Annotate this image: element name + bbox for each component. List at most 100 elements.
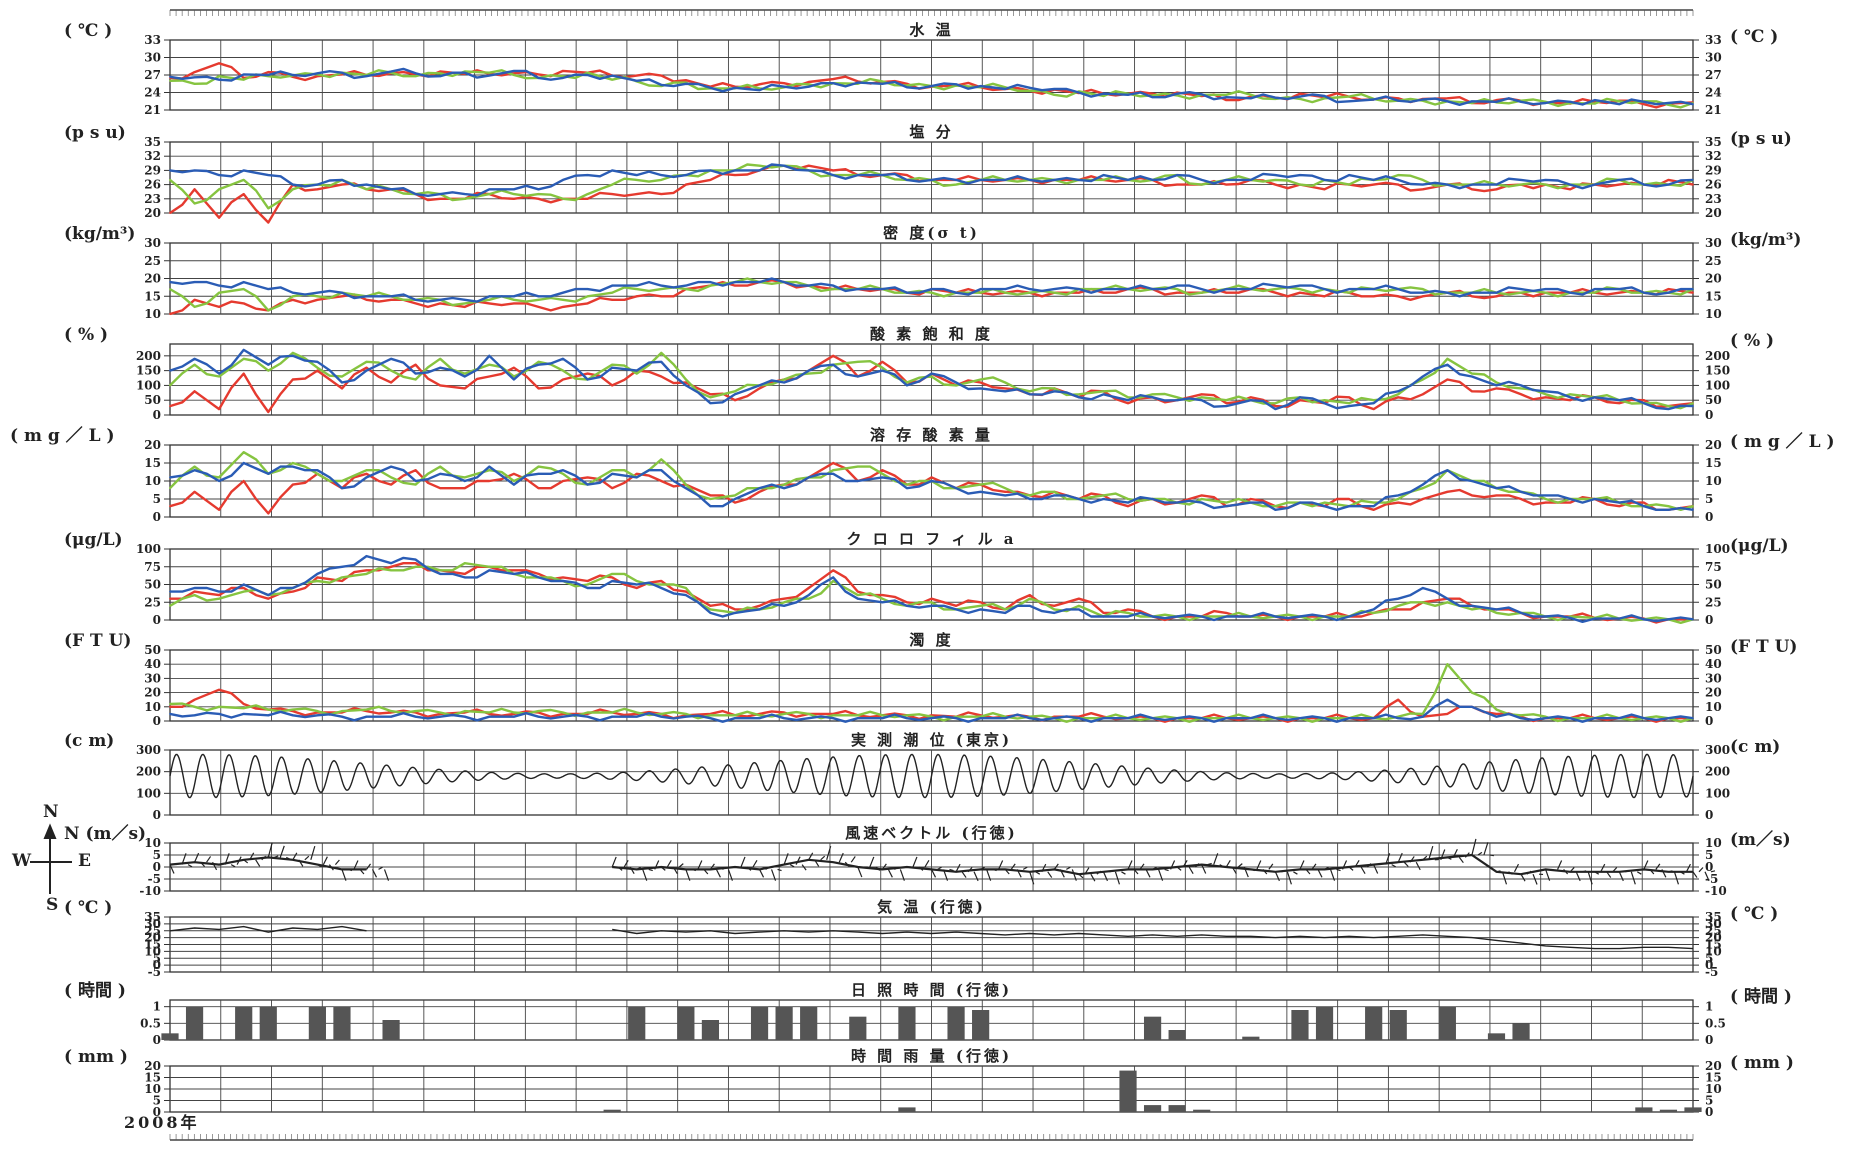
bar-rainfall (1660, 1110, 1677, 1112)
left-tick-label: 0 (153, 408, 161, 422)
data-point-chlorophyll_a-station_3 (906, 605, 908, 607)
wind-vector-stick (1293, 872, 1297, 874)
data-point-density-station_1 (1275, 292, 1277, 294)
data-point-salinity-station_1 (1471, 188, 1473, 190)
data-point-water_temp-station_1 (1225, 99, 1227, 101)
data-point-chlorophyll_a-station_2 (611, 573, 613, 575)
data-point-turbidity-station_2 (488, 712, 490, 714)
data-point-do_saturation-station_1 (316, 370, 318, 372)
data-point-density-station_1 (464, 306, 466, 308)
data-point-do_saturation-station_2 (488, 364, 490, 366)
data-point-density-station_3 (488, 295, 490, 297)
data-point-do_saturation-station_1 (1471, 390, 1473, 392)
data-point-density-station_3 (1594, 288, 1596, 290)
data-point-dissolved_oxygen-station_3 (1275, 509, 1277, 511)
data-point-chlorophyll_a-station_2 (1422, 601, 1424, 603)
data-point-dissolved_oxygen-station_2 (1127, 498, 1129, 500)
data-point-dissolved_oxygen-station_3 (881, 477, 883, 479)
data-point-water_temp-station_2 (1594, 103, 1596, 105)
data-point-water_temp-station_2 (881, 81, 883, 83)
data-point-density-station_2 (538, 299, 540, 301)
data-point-chlorophyll_a-station_1 (1225, 612, 1227, 614)
right-tick-label: 150 (1705, 364, 1730, 378)
data-point-do_saturation-station_2 (685, 379, 687, 381)
data-point-salinity-station_3 (611, 170, 613, 172)
data-point-do_saturation-station_2 (1569, 393, 1571, 395)
left-unit-label-do_saturation: ( % ) (64, 325, 108, 345)
data-point-dissolved_oxygen-station_3 (390, 466, 392, 468)
wind-vector-stick (1238, 864, 1242, 867)
data-point-chlorophyll_a-station_3 (1004, 612, 1006, 614)
data-point-dissolved_oxygen-station_3 (292, 466, 294, 468)
data-point-do_saturation-station_1 (1299, 399, 1301, 401)
data-point-turbidity-station_3 (1373, 717, 1375, 719)
wind-vector-stick (1066, 867, 1070, 869)
data-point-chlorophyll_a-station_2 (366, 573, 368, 575)
data-point-water_temp-station_3 (194, 76, 196, 78)
left-tick-label: -5 (148, 872, 161, 886)
data-point-salinity-station_3 (808, 170, 810, 172)
data-point-do_saturation-station_2 (513, 376, 515, 378)
data-point-turbidity-station_2 (218, 706, 220, 708)
data-point-salinity-station_3 (538, 188, 540, 190)
data-point-turbidity-station_3 (808, 717, 810, 719)
data-point-salinity-station_2 (169, 179, 171, 181)
bar-rainfall (898, 1107, 915, 1112)
data-point-do_saturation-station_3 (267, 364, 269, 366)
data-point-chlorophyll_a-station_3 (1471, 605, 1473, 607)
data-point-do_saturation-station_3 (1029, 393, 1031, 395)
data-point-salinity-station_3 (931, 179, 933, 181)
right-tick-label: 26 (1705, 178, 1722, 192)
data-point-salinity-station_1 (316, 188, 318, 190)
data-point-density-station_2 (931, 292, 933, 294)
data-point-do_saturation-station_1 (1373, 408, 1375, 410)
data-point-chlorophyll_a-station_1 (906, 601, 908, 603)
data-point-chlorophyll_a-station_1 (1127, 608, 1129, 610)
data-point-dissolved_oxygen-station_1 (832, 462, 834, 464)
data-point-dissolved_oxygen-station_2 (464, 477, 466, 479)
data-point-do_saturation-station_2 (316, 367, 318, 369)
data-point-dissolved_oxygen-station_1 (734, 502, 736, 504)
data-point-do_saturation-station_2 (218, 376, 220, 378)
data-point-chlorophyll_a-station_1 (955, 605, 957, 607)
data-point-water_temp-station_2 (1103, 95, 1105, 97)
data-point-chlorophyll_a-station_2 (316, 580, 318, 582)
left-unit-label-air_temp: ( ℃ ) (64, 898, 112, 918)
left-tick-label: 0 (153, 714, 161, 728)
data-point-dissolved_oxygen-station_3 (1201, 502, 1203, 504)
data-point-salinity-station_3 (1446, 184, 1448, 186)
data-point-dissolved_oxygen-station_2 (513, 480, 515, 482)
data-point-dissolved_oxygen-station_2 (169, 487, 171, 489)
data-point-salinity-station_3 (660, 174, 662, 176)
data-point-chlorophyll_a-station_2 (980, 605, 982, 607)
data-point-dissolved_oxygen-station_3 (341, 487, 343, 489)
data-point-do_saturation-station_3 (169, 370, 171, 372)
wind-vector-stick (790, 865, 794, 867)
data-point-chlorophyll_a-station_3 (218, 591, 220, 593)
data-point-density-station_2 (587, 295, 589, 297)
data-point-water_temp-station_2 (1618, 100, 1620, 102)
data-point-chlorophyll_a-station_2 (1127, 612, 1129, 614)
data-point-density-station_3 (243, 281, 245, 283)
data-point-turbidity-station_3 (439, 716, 441, 718)
data-point-density-station_3 (439, 299, 441, 301)
data-point-do_saturation-station_2 (906, 382, 908, 384)
data-point-density-station_3 (759, 281, 761, 283)
data-point-chlorophyll_a-station_3 (1299, 616, 1301, 618)
data-point-density-station_3 (390, 295, 392, 297)
right-unit-label-rainfall: ( mm ) (1730, 1053, 1794, 1073)
data-point-water_temp-station_3 (439, 75, 441, 77)
data-point-density-station_3 (1643, 292, 1645, 294)
data-point-dissolved_oxygen-station_2 (881, 473, 883, 475)
data-point-do_saturation-station_1 (1569, 399, 1571, 401)
data-point-dissolved_oxygen-station_2 (1422, 487, 1424, 489)
data-point-density-station_1 (218, 306, 220, 308)
data-point-turbidity-station_3 (611, 716, 613, 718)
right-tick-label: 0 (1705, 613, 1713, 627)
data-point-density-station_1 (1496, 295, 1498, 297)
data-point-turbidity-station_3 (955, 717, 957, 719)
data-point-turbidity-station_3 (390, 716, 392, 718)
data-point-water_temp-station_3 (538, 77, 540, 79)
data-point-do_saturation-station_3 (1643, 402, 1645, 404)
